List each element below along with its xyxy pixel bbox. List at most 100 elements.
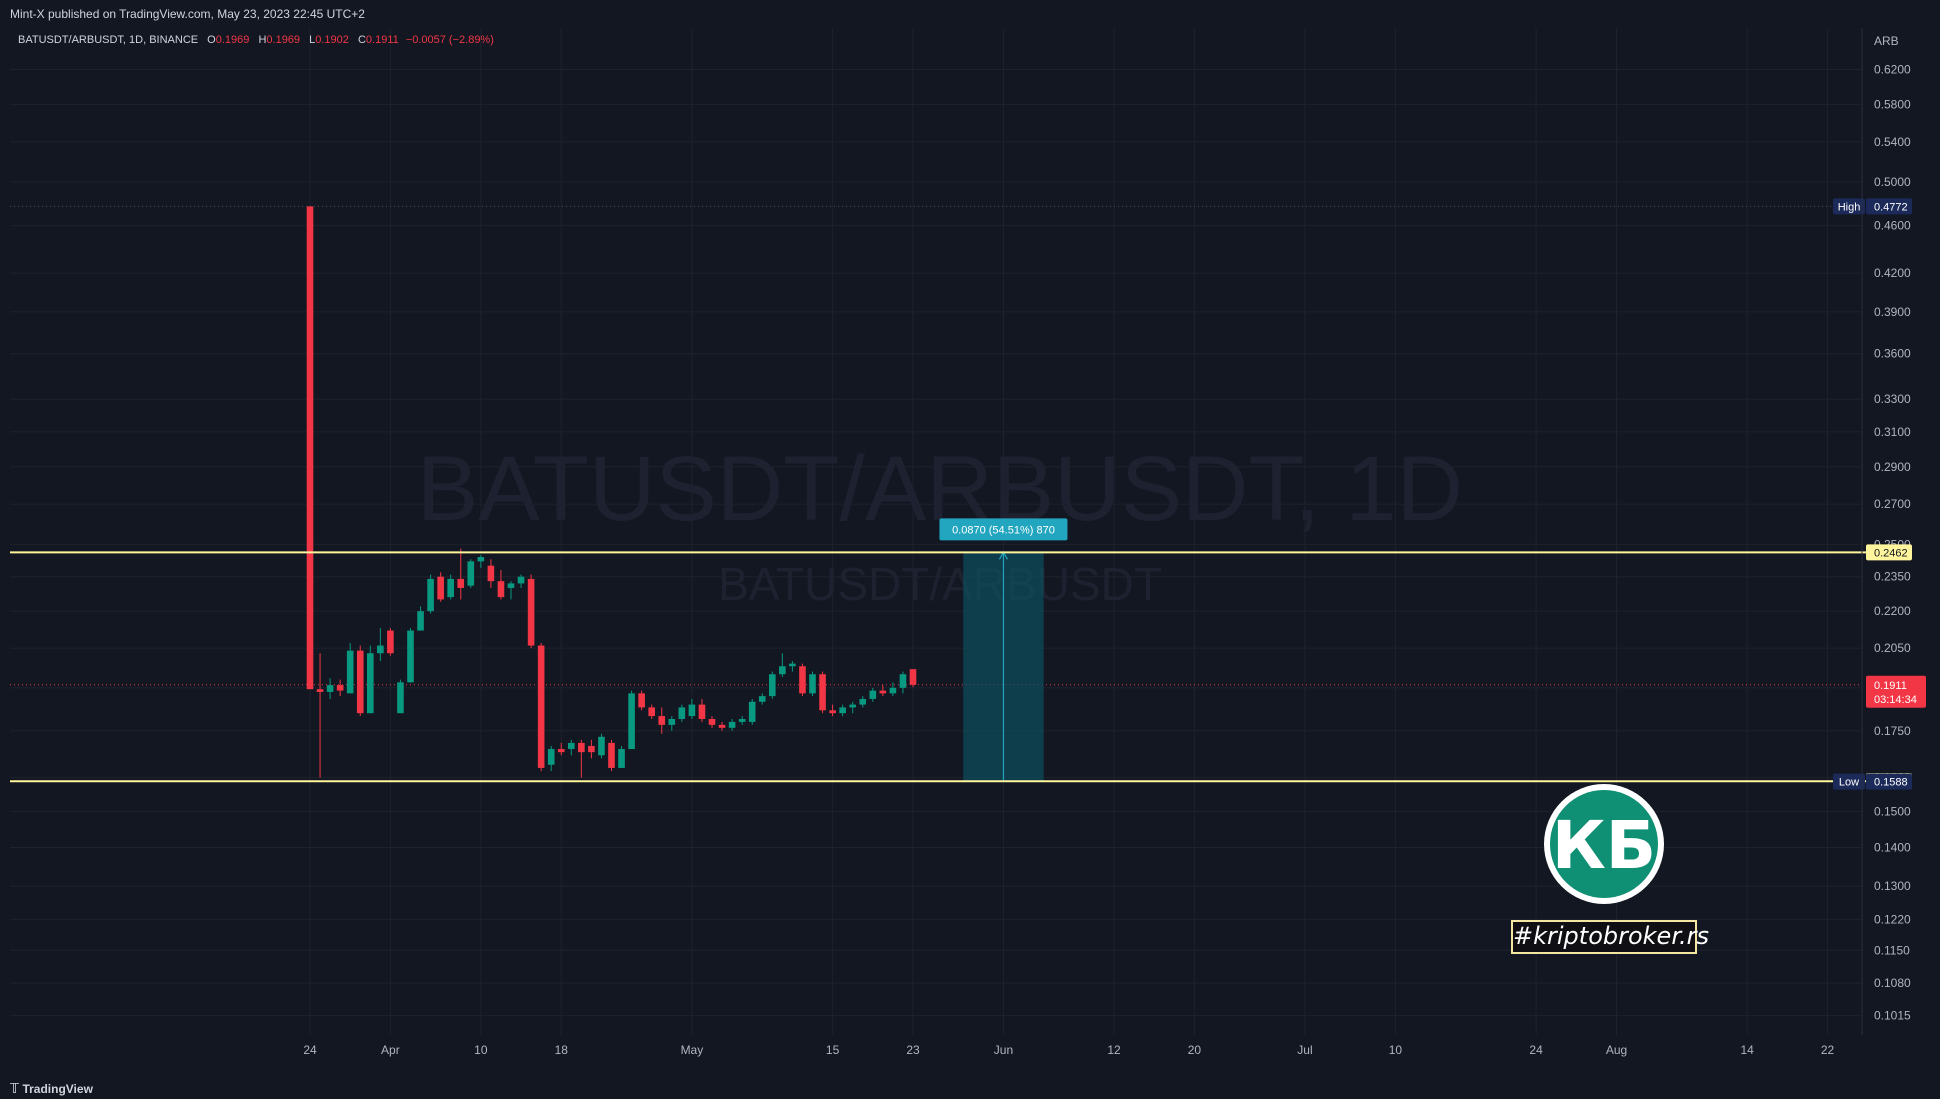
- measure-label: 0.0870 (54.51%) 870: [952, 524, 1055, 536]
- candle-body: [557, 749, 565, 753]
- legend-low-value: 0.1902: [315, 34, 349, 46]
- candle-body: [457, 578, 465, 588]
- x-tick-label: 23: [906, 1043, 920, 1057]
- candle-body: [397, 682, 404, 714]
- candle-body: [537, 645, 545, 768]
- last-price-value: 0.1911: [1874, 680, 1907, 692]
- y-tick-label: 0.2050: [1874, 641, 1911, 655]
- low-marker-caption: Low: [1839, 777, 1859, 789]
- logo-disc: [1550, 790, 1658, 898]
- candle-body: [336, 685, 344, 691]
- footer-bar: 𝕋 TradingView: [0, 1080, 1940, 1099]
- y-tick-label: 0.1080: [1874, 976, 1911, 990]
- y-tick-label: 0.3600: [1874, 347, 1911, 361]
- candle-body: [789, 663, 796, 667]
- level-price-label: 0.2462: [1874, 547, 1908, 559]
- high-marker-caption-box: [1833, 198, 1865, 215]
- low-marker-caption-box: [1833, 773, 1865, 790]
- x-tick-label: 20: [1188, 1043, 1202, 1057]
- candle-body: [608, 742, 615, 768]
- candle-body: [588, 745, 595, 753]
- candle-body: [658, 716, 666, 725]
- candle-body: [668, 718, 676, 725]
- y-tick-label: 0.1400: [1874, 840, 1911, 854]
- candle-body: [698, 704, 706, 719]
- candle-body: [527, 578, 535, 646]
- high-marker-value-box: [1866, 198, 1912, 215]
- x-tick-label: 22: [1821, 1043, 1835, 1057]
- x-tick-label: 10: [1389, 1043, 1403, 1057]
- measure-label-box: [939, 518, 1068, 541]
- legend-low-label: L: [309, 34, 316, 46]
- publish-text: Mint-X published on TradingView.com, May…: [10, 7, 365, 21]
- y-tick-label: 0.2200: [1874, 604, 1911, 618]
- candle-body: [869, 690, 877, 699]
- symbol-legend: BATUSDT/ARBUSDT, 1D, BINANCE O0.1969 H0.…: [18, 34, 494, 46]
- candle-body: [427, 578, 434, 612]
- candle-body: [738, 718, 746, 722]
- y-tick-label: 0.1300: [1874, 879, 1911, 893]
- candle-body: [638, 693, 645, 708]
- candle-body: [628, 693, 635, 750]
- candle-body: [718, 724, 726, 728]
- candle-body: [377, 645, 384, 654]
- x-tick-label: Apr: [381, 1043, 400, 1057]
- candle-body: [779, 666, 786, 675]
- candle-body: [507, 583, 515, 588]
- x-tick-label: Jun: [994, 1043, 1013, 1057]
- candle-body: [799, 666, 806, 694]
- candle-body: [306, 206, 314, 690]
- candle-body: [517, 576, 525, 584]
- candle-body: [467, 561, 475, 586]
- time-axis-panel: [0, 1035, 1940, 1078]
- candle-body: [678, 707, 686, 719]
- x-tick-label: 15: [826, 1043, 840, 1057]
- logo-text: КБ: [1552, 807, 1656, 884]
- footer-brand: TradingView: [22, 1082, 93, 1096]
- candle-body: [356, 650, 364, 714]
- candle-body: [899, 674, 907, 688]
- candle-body: [326, 685, 334, 692]
- legend-symbol: BATUSDT/ARBUSDT, 1D, BINANCE: [18, 34, 199, 46]
- candle-body: [407, 630, 414, 683]
- candle-body: [578, 742, 585, 753]
- candle-body: [829, 710, 836, 714]
- x-tick-label: 18: [555, 1043, 569, 1057]
- legend-close-value: 0.1911: [365, 34, 399, 46]
- candle-body: [568, 742, 575, 750]
- y-tick-label: 0.2350: [1874, 570, 1911, 584]
- candle-body: [879, 690, 887, 694]
- high-marker-caption: High: [1838, 201, 1861, 213]
- y-tick-label: 0.3300: [1874, 392, 1911, 406]
- candle-body: [437, 576, 444, 600]
- y-tick-label: 0.1500: [1874, 804, 1911, 818]
- x-tick-label: 10: [474, 1043, 488, 1057]
- y-tick-label: 0.3100: [1874, 425, 1911, 439]
- candle-body: [316, 689, 324, 692]
- x-tick-label: 12: [1107, 1043, 1121, 1057]
- candle-body: [909, 669, 917, 685]
- y-tick-label: 0.5000: [1874, 175, 1911, 189]
- y-tick-label: 0.2900: [1874, 460, 1911, 474]
- low-marker-value-box: [1866, 773, 1912, 790]
- hashtag-badge: #kriptobroker.rs: [1511, 920, 1709, 954]
- y-tick-label: 0.1150: [1874, 943, 1910, 957]
- tradingview-logo-icon[interactable]: 𝕋 TradingView: [10, 1082, 93, 1097]
- candle-body: [839, 707, 846, 714]
- y-tick-label: 0.2700: [1874, 497, 1911, 511]
- last-price-countdown: 03:14:34: [1874, 694, 1917, 706]
- low-marker-value: 0.1588: [1874, 777, 1908, 789]
- candle-body: [809, 674, 816, 694]
- candle-body: [367, 653, 374, 714]
- candle-body: [859, 698, 867, 705]
- watermark-subtitle: BATUSDT/ARBUSDT: [718, 558, 1162, 610]
- candle-body: [849, 704, 856, 708]
- candle-body: [728, 721, 736, 728]
- y-tick-label: 0.4600: [1874, 219, 1911, 233]
- candle-body: [648, 707, 655, 717]
- candle-body: [417, 611, 424, 631]
- x-tick-label: 24: [1529, 1043, 1543, 1057]
- y-tick-label: 0.3900: [1874, 305, 1911, 319]
- candle-body: [688, 704, 696, 717]
